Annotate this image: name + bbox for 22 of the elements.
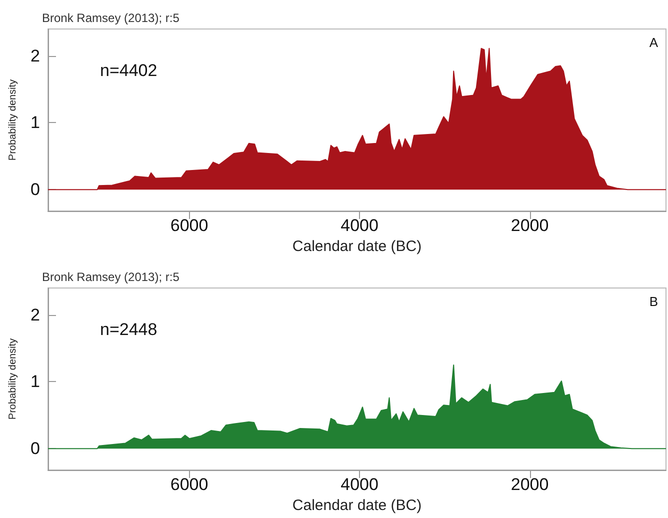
y-tick-label: 1 [30, 372, 40, 392]
y-tick-label: 2 [30, 305, 40, 324]
y-tick-label: 0 [30, 180, 40, 200]
x-tick-label: 4000 [340, 475, 378, 494]
y-tick-label: 0 [30, 439, 40, 458]
x-axis-title: Calendar date (BC) [292, 497, 422, 514]
x-tick-label: 4000 [340, 216, 378, 235]
chart-title: Bronk Ramsey (2013); r:5 [42, 11, 180, 25]
chart-title: Bronk Ramsey (2013); r:5 [42, 270, 180, 284]
annotation: n=2448 [100, 320, 158, 339]
y-axis-title: Probability density [8, 338, 18, 420]
x-axis-title: Calendar date (BC) [292, 238, 422, 255]
y-tick-label: 2 [30, 46, 40, 66]
x-tick-label: 2000 [510, 216, 549, 235]
y-axis-title: Probability density [8, 79, 18, 161]
y-tick-label: 1 [30, 113, 40, 132]
x-tick-label: 6000 [170, 475, 208, 494]
annotation: B [649, 294, 658, 309]
x-tick-label: 2000 [510, 475, 549, 494]
annotation: A [649, 35, 658, 50]
x-tick-label: 6000 [170, 216, 208, 235]
annotation: n=4402 [100, 61, 158, 80]
